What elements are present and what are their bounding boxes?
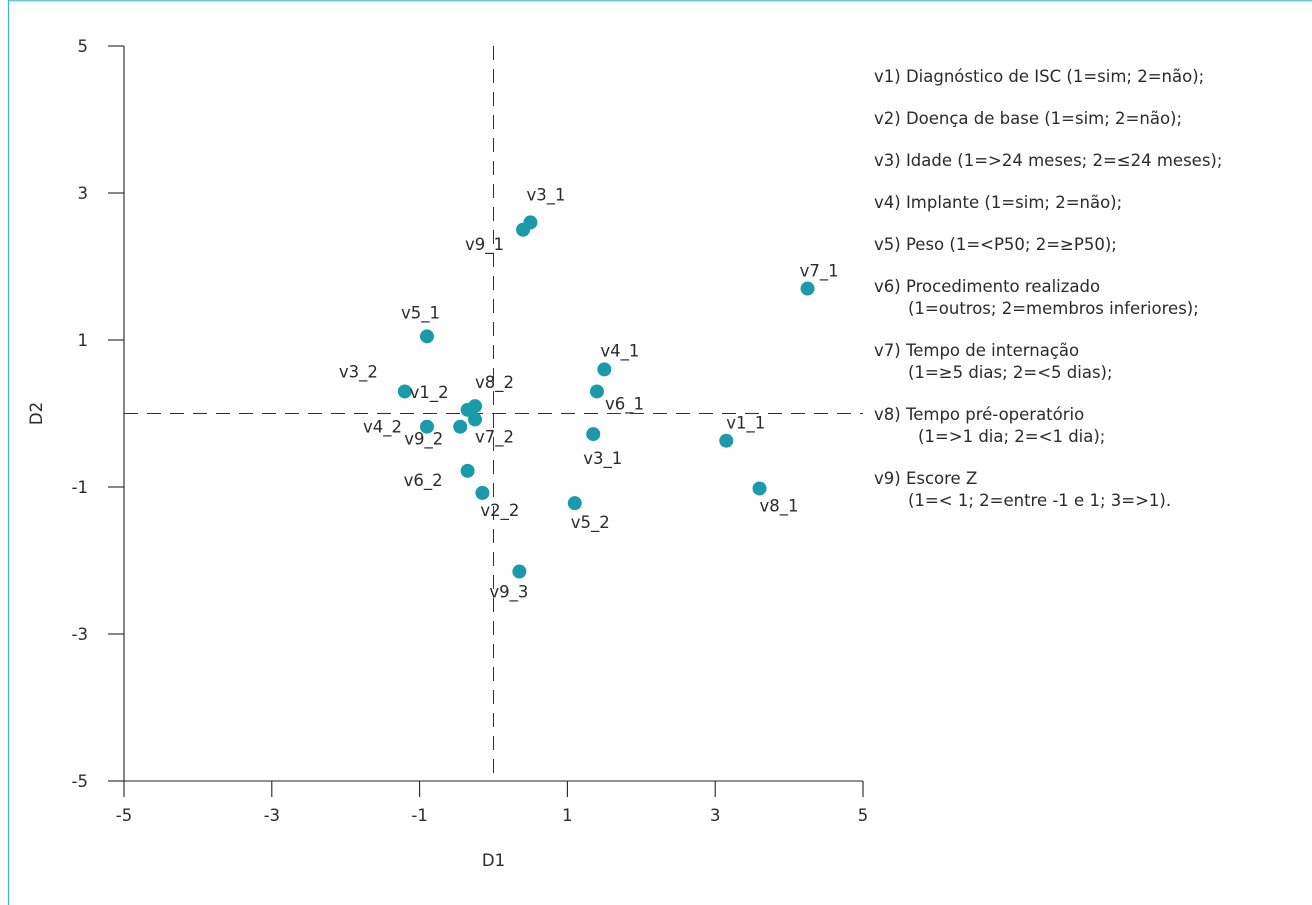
x-tick-label: -5: [116, 806, 132, 825]
data-point-v6_1: [589, 384, 604, 399]
data-point-v2_2: [475, 485, 490, 500]
legend-item-v7: v7) Tempo de internação (1=≥5 dias; 2=<5 …: [874, 340, 1304, 384]
point-label-v6_1: v6_1: [605, 394, 644, 414]
data-point-v1_1: [719, 433, 734, 448]
legend-line: v3) Idade (1=>24 meses; 2=≤24 meses);: [874, 151, 1223, 170]
legend-item-v6: v6) Procedimento realizado (1=outros; 2=m…: [874, 276, 1304, 320]
point-label-v1_1: v1_1: [726, 414, 765, 434]
x-tick-label: 5: [858, 806, 869, 825]
legend-item-v4: v4) Implante (1=sim; 2=não);: [874, 192, 1304, 214]
point-label-v6_2: v6_2: [404, 471, 443, 491]
point-label-v8_2: v8_2: [475, 373, 514, 393]
point-label-v5_1: v5_1: [401, 303, 440, 323]
data-point-v8_2: [468, 399, 483, 414]
legend-line: v7) Tempo de internação: [874, 341, 1080, 360]
data-point-v7_2: [468, 412, 483, 427]
data-point-v7_1: [800, 281, 815, 296]
data-points: [397, 215, 815, 579]
legend-item-v1: v1) Diagnóstico de ISC (1=sim; 2=não);: [874, 66, 1304, 88]
legend-line-detail: (1=>1 dia; 2=<1 dia);: [918, 427, 1106, 446]
point-label-v9_2: v9_2: [404, 430, 443, 450]
legend-line: v1) Diagnóstico de ISC (1=sim; 2=não);: [874, 67, 1205, 86]
legend-line: v2) Doença de base (1=sim; 2=não);: [874, 109, 1183, 128]
legend-item-v5: v5) Peso (1=<P50; 2=≥P50);: [874, 234, 1304, 256]
legend-item-v9: v9) Escore Z (1=< 1; 2=entre -1 e 1; 3=>1…: [874, 468, 1304, 512]
legend-line: v9) Escore Z: [874, 469, 978, 488]
x-tick-label: 1: [562, 806, 573, 825]
legend-line: v8) Tempo pré-operatório: [874, 405, 1085, 424]
y-tick-label: 1: [78, 331, 89, 350]
y-tick-label: 3: [78, 184, 89, 203]
legend-line: v4) Implante (1=sim; 2=não);: [874, 193, 1123, 212]
y-tick-label: -5: [72, 772, 88, 791]
data-point-v3_1: [586, 427, 601, 442]
point-label-v1_2: v1_2: [410, 383, 449, 403]
data-point-v5_2: [567, 496, 582, 511]
legend-item-v8: v8) Tempo pré-operatório (1=>1 dia; 2=<1 …: [874, 404, 1304, 448]
data-point-v9_1: [516, 222, 531, 237]
legend-line-detail: (1=< 1; 2=entre -1 e 1; 3=>1).: [908, 491, 1172, 510]
data-point-v3_2: [397, 384, 412, 399]
point-label-v5_2: v5_2: [571, 513, 610, 533]
data-point-v4_2: [419, 419, 434, 434]
y-tick-label: -1: [72, 478, 88, 497]
legend-item-v2: v2) Doença de base (1=sim; 2=não);: [874, 108, 1304, 130]
point-label-v3_2: v3_2: [339, 362, 378, 382]
point-label-v9_3: v9_3: [489, 583, 528, 603]
legend-line: v5) Peso (1=<P50; 2=≥P50);: [874, 235, 1117, 254]
point-label-v7_2: v7_2: [475, 427, 514, 447]
point-label-v4_1: v4_1: [600, 341, 639, 361]
point-label-v3_1: v3_1: [583, 449, 622, 469]
point-label-v2_2: v2_2: [480, 501, 519, 521]
point-label-v9_1: v9_1: [465, 235, 504, 255]
legend-item-v3: v3) Idade (1=>24 meses; 2=≤24 meses);: [874, 150, 1304, 172]
x-tick-label: -3: [264, 806, 280, 825]
data-point-v6_2: [460, 463, 475, 478]
point-label-v4_2: v4_2: [363, 418, 402, 438]
legend-line-detail: (1=outros; 2=membros inferiores);: [908, 299, 1199, 318]
data-point-v8_1: [752, 481, 767, 496]
data-point-v9_3: [512, 564, 527, 579]
variable-legend: v1) Diagnóstico de ISC (1=sim; 2=não); v…: [874, 66, 1304, 532]
y-axis-label: D2: [27, 402, 46, 425]
x-tick-label: 3: [710, 806, 721, 825]
reference-lines: [124, 46, 863, 781]
point-label-v8_1: v8_1: [760, 496, 799, 516]
x-tick-label: -1: [411, 806, 427, 825]
ticks: -5 -3 -1 1 3 5 5 3 1 -1 -3 -5: [72, 37, 869, 825]
point-labels: v3_1 v9_1 v7_1 v5_1 v4_1 v6_1 v3_2 v1_2 v8_2 v7_2…: [339, 185, 839, 602]
frame-border: [7, 0, 1312, 905]
point-label-v7_1: v7_1: [800, 262, 839, 282]
data-point-v4_1: [597, 362, 612, 377]
x-axis-label: D1: [482, 851, 505, 870]
legend-line-detail: (1=≥5 dias; 2=<5 dias);: [908, 363, 1113, 382]
legend-line: v6) Procedimento realizado: [874, 277, 1101, 296]
y-tick-label: -3: [72, 625, 88, 644]
y-tick-label: 5: [78, 37, 89, 56]
data-point-v5_1: [419, 329, 434, 344]
data-point-v9_2: [453, 419, 468, 434]
point-label-v3_1: v3_1: [526, 185, 565, 205]
